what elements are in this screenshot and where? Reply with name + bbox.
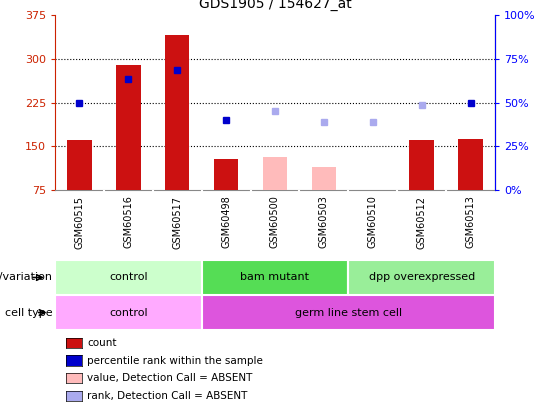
Bar	[348, 260, 495, 295]
Text: control: control	[109, 307, 147, 318]
Text: percentile rank within the sample: percentile rank within the sample	[87, 356, 264, 366]
Text: count: count	[87, 338, 117, 348]
Text: bam mutant: bam mutant	[240, 273, 309, 283]
Text: control: control	[109, 273, 147, 283]
Text: value, Detection Call = ABSENT: value, Detection Call = ABSENT	[87, 373, 253, 384]
Text: rank, Detection Call = ABSENT: rank, Detection Call = ABSENT	[87, 391, 248, 401]
Bar	[67, 141, 92, 190]
Text: GSM60516: GSM60516	[123, 196, 133, 249]
Bar	[165, 35, 190, 190]
Bar	[55, 260, 201, 295]
Text: GSM60513: GSM60513	[465, 196, 476, 249]
Bar	[201, 295, 495, 330]
Text: GSM60510: GSM60510	[368, 196, 378, 249]
Bar	[116, 64, 140, 190]
Text: GSM60500: GSM60500	[270, 196, 280, 249]
Text: GSM60517: GSM60517	[172, 196, 182, 249]
Bar	[458, 139, 483, 190]
Text: GSM60503: GSM60503	[319, 196, 329, 249]
Text: GSM60512: GSM60512	[417, 196, 427, 249]
Text: GSM60498: GSM60498	[221, 196, 231, 248]
Bar	[263, 157, 287, 190]
Bar	[201, 260, 348, 295]
Text: dpp overexpressed: dpp overexpressed	[368, 273, 475, 283]
Text: genotype/variation: genotype/variation	[0, 273, 52, 283]
Text: GSM60515: GSM60515	[75, 196, 84, 249]
Bar	[312, 167, 336, 190]
Title: GDS1905 / 154627_at: GDS1905 / 154627_at	[199, 0, 352, 11]
Text: germ line stem cell: germ line stem cell	[295, 307, 402, 318]
Bar	[409, 141, 434, 190]
Bar	[55, 295, 201, 330]
Bar	[214, 159, 238, 190]
Text: cell type: cell type	[5, 307, 52, 318]
